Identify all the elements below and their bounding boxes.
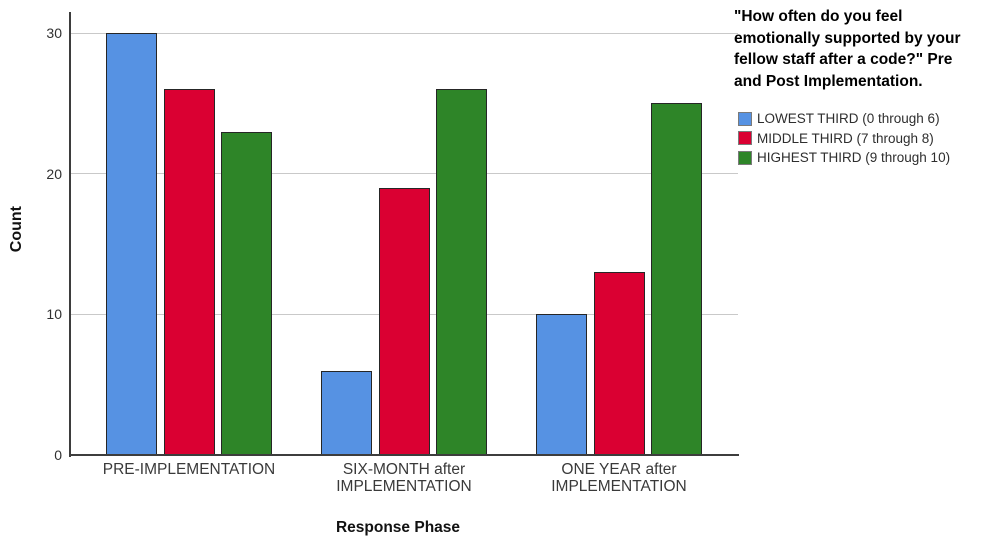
chart-title: "How often do you feel emotionally suppo… <box>734 8 961 90</box>
legend-item: MIDDLE THIRD (7 through 8) <box>738 131 950 146</box>
legend-swatch <box>738 131 752 145</box>
bar <box>163 89 215 455</box>
bar <box>651 103 702 455</box>
bar <box>436 89 487 455</box>
y-tick-label: 10 <box>46 306 62 323</box>
bar <box>321 370 372 455</box>
legend-label: MIDDLE THIRD (7 through 8) <box>757 130 934 146</box>
x-category-label: ONE YEAR after IMPLEMENTATION <box>551 461 687 495</box>
bar <box>378 187 430 455</box>
bar <box>536 314 587 455</box>
x-axis-title: Response Phase <box>335 519 461 536</box>
y-tick-label: 20 <box>46 165 62 182</box>
y-axis-line <box>68 12 71 457</box>
legend: LOWEST THIRD (0 through 6) MIDDLE THIRD (… <box>738 111 950 170</box>
y-tick-label: 0 <box>54 447 62 463</box>
gridline <box>70 32 738 34</box>
x-axis-line <box>68 454 739 456</box>
y-axis-title: Count <box>8 206 25 253</box>
plot-area <box>70 12 738 455</box>
legend-label: HIGHEST THIRD (9 through 10) <box>757 150 951 165</box>
gridline <box>70 173 738 175</box>
legend-swatch <box>738 111 752 126</box>
bar <box>221 131 272 455</box>
legend-swatch <box>738 150 752 165</box>
legend-label: LOWEST THIRD (0 through 6) <box>757 111 940 126</box>
legend-item: HIGHEST THIRD (9 through 10) <box>738 150 950 165</box>
legend-item: LOWEST THIRD (0 through 6) <box>738 111 950 126</box>
bar <box>106 33 157 455</box>
y-tick-label: 30 <box>46 25 62 42</box>
x-category-label: PRE-IMPLEMENTATION <box>102 461 276 478</box>
x-category-label: SIX-MONTH after IMPLEMENTATION <box>336 461 472 495</box>
bar <box>593 272 645 455</box>
